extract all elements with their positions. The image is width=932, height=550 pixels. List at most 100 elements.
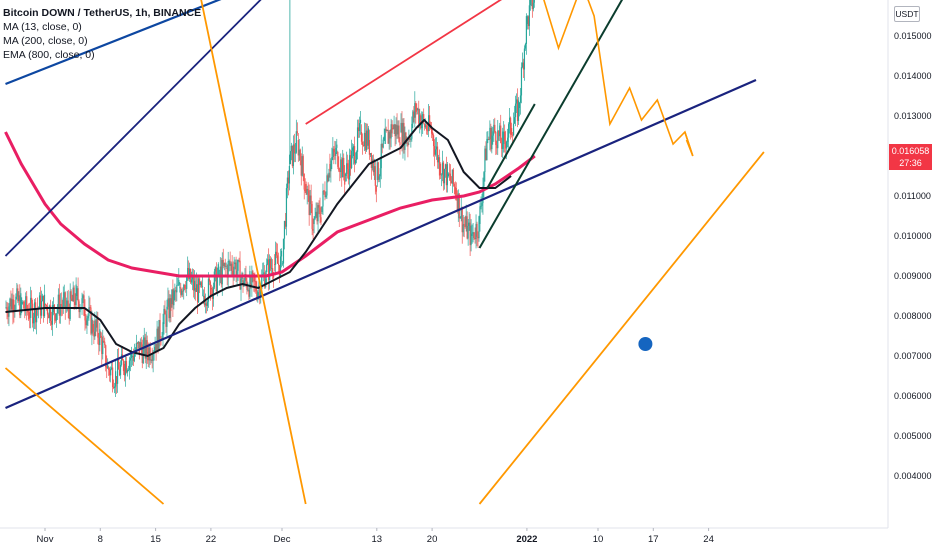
candle-body — [310, 195, 312, 205]
candle-body — [376, 162, 378, 180]
candle-body — [296, 131, 298, 134]
candle-body — [129, 358, 132, 361]
candle-body — [100, 336, 102, 337]
candle-body — [512, 123, 515, 136]
candle-body — [392, 128, 394, 129]
candle-body — [231, 263, 233, 271]
candle-body — [394, 124, 396, 137]
ma13-label[interactable]: MA (13, close, 0) — [3, 21, 82, 33]
candle-body — [45, 305, 48, 307]
candle-body — [494, 124, 496, 133]
candle-body — [65, 305, 67, 309]
candle-body — [338, 166, 340, 171]
candle-body — [282, 238, 285, 264]
candle-body — [480, 205, 482, 207]
candle-body — [468, 222, 470, 226]
candle-body — [299, 149, 301, 161]
candle-body — [304, 189, 306, 192]
candle-body — [450, 180, 452, 184]
candle-body — [11, 299, 13, 310]
candle-body — [13, 300, 15, 312]
candle-body — [30, 297, 32, 318]
symbol-title[interactable]: Bitcoin DOWN / TetherUS, 1h, BINANCE — [3, 7, 202, 19]
candle-body — [133, 354, 135, 361]
candle-body — [453, 184, 455, 187]
ema800-label[interactable]: EMA (800, close, 0) — [3, 49, 95, 61]
plot-area — [4, 0, 765, 505]
candle-body — [523, 48, 526, 70]
candle-body — [437, 157, 440, 163]
candle-body — [472, 232, 474, 234]
candle-body — [38, 295, 41, 308]
candle-body — [109, 370, 111, 376]
candle-body — [28, 312, 30, 320]
candle-body — [461, 207, 463, 233]
candle-body — [431, 132, 434, 136]
candle-body — [122, 360, 125, 372]
ma200-label[interactable]: MA (200, close, 0) — [3, 35, 88, 47]
candle-body — [503, 131, 505, 144]
candle-body — [115, 371, 117, 387]
candle-body — [251, 271, 253, 286]
candle-body — [403, 122, 405, 150]
candle-body — [409, 138, 411, 140]
candle-body — [270, 258, 272, 269]
candle-body — [292, 144, 294, 167]
candle-body — [189, 269, 191, 279]
candle-body — [204, 303, 207, 306]
candle-body — [371, 159, 373, 168]
candle-body — [421, 122, 423, 129]
candle-body — [59, 304, 61, 316]
time-axis: Nov 8 15 22 Dec 13 20 2022 10 17 24 — [0, 527, 888, 545]
candle-body — [288, 166, 291, 184]
candle-body — [169, 298, 171, 319]
candle-body — [23, 301, 25, 309]
candle-body — [180, 287, 182, 295]
candle-body — [526, 16, 528, 24]
candle-body — [405, 132, 407, 144]
candle-body — [25, 296, 27, 311]
candle-body — [158, 320, 160, 350]
candle-body — [358, 123, 361, 132]
candle-body — [423, 114, 425, 120]
candle-body — [359, 119, 362, 124]
candle-body — [230, 263, 232, 266]
candle-body — [412, 111, 414, 124]
candle-body — [364, 132, 367, 151]
candle-body — [519, 95, 522, 103]
candle-body — [424, 124, 426, 128]
candle-body — [513, 117, 516, 124]
candle-body — [167, 298, 169, 307]
candle-body — [335, 147, 337, 156]
candle-body — [31, 297, 33, 304]
candle-body — [293, 144, 295, 154]
candle-body — [200, 282, 203, 287]
candle-body — [420, 115, 422, 129]
candle-body — [298, 149, 300, 156]
candle-body — [47, 314, 50, 319]
candle-body — [21, 302, 23, 304]
trendline-10 — [543, 0, 694, 157]
candle-body — [260, 289, 262, 298]
candle-body — [398, 125, 400, 143]
candle-body — [196, 284, 199, 303]
price-axis: 0.004000 0.005000 0.006000 0.007000 0.008000… — [887, 0, 932, 528]
candle-body — [447, 173, 449, 176]
candle-body — [289, 151, 291, 164]
candle-body — [123, 364, 126, 376]
candle-body — [470, 225, 472, 246]
candle-body — [297, 140, 299, 156]
candle-body — [491, 135, 493, 150]
price-tick-label: 0.011000 — [894, 191, 931, 201]
candle-body — [108, 368, 110, 371]
candle-body — [308, 190, 310, 216]
trendline-3 — [200, 0, 307, 505]
candle-body — [393, 124, 395, 129]
candle-body — [115, 376, 118, 384]
candle-body — [504, 131, 506, 142]
candle-body — [271, 268, 273, 269]
trendline-9 — [486, 103, 536, 189]
currency-badge[interactable]: USDT — [894, 6, 920, 22]
